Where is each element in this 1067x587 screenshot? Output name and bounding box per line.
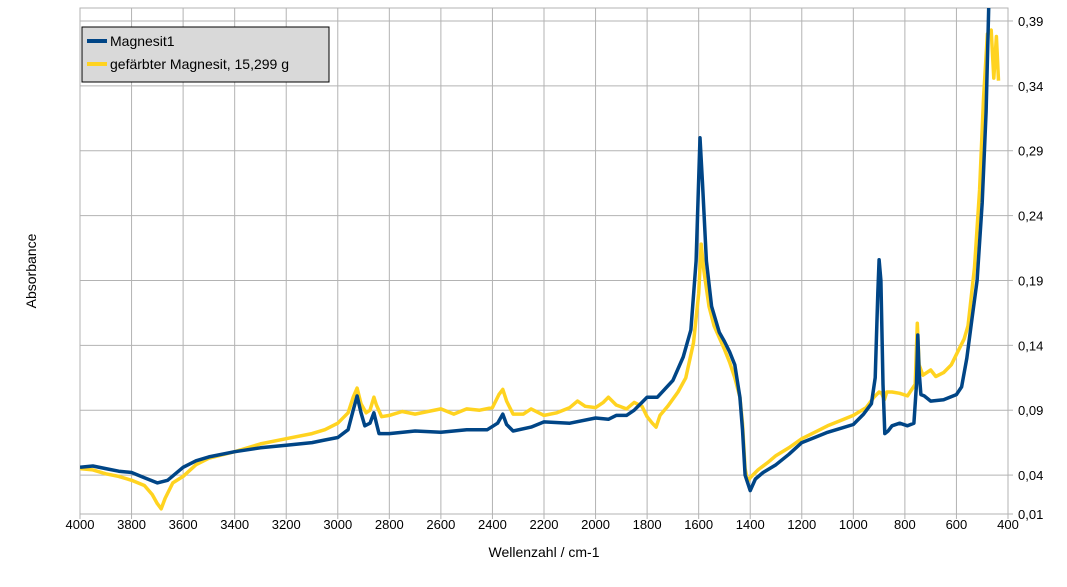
x-tick-label: 3800 <box>117 517 146 532</box>
x-tick-label: 1400 <box>736 517 765 532</box>
series-line-magnesit1 <box>80 8 991 493</box>
y-tick-label: 0,29 <box>1018 144 1043 159</box>
x-tick-label: 2200 <box>530 517 559 532</box>
chart-grid <box>79 8 1009 515</box>
x-axis-title: Wellenzahl / cm-1 <box>488 544 599 560</box>
y-tick-label: 0,01 <box>1018 507 1043 522</box>
x-tick-label: 2600 <box>426 517 455 532</box>
series-group <box>80 8 1001 511</box>
x-tick-label: 800 <box>894 517 916 532</box>
x-tick-label: 3400 <box>220 517 249 532</box>
y-tick-label: 0,24 <box>1018 209 1043 224</box>
x-tick-label: 1800 <box>633 517 662 532</box>
x-tick-label: 2400 <box>478 517 507 532</box>
x-tick-label: 1200 <box>787 517 816 532</box>
x-tick-label: 3200 <box>272 517 301 532</box>
x-axis-ticks: 4000 3800 3600 3400 3200 3000 2800 2600 2400 2200… <box>66 514 1019 532</box>
x-tick-label: 3000 <box>323 517 352 532</box>
legend: Magnesit1 gefärbter Magnesit, 15,299 g <box>81 26 330 83</box>
y-axis-title: Absorbance <box>23 233 39 308</box>
legend-box <box>81 26 330 83</box>
y-tick-label: 0,39 <box>1018 14 1043 29</box>
x-tick-label: 2000 <box>581 517 610 532</box>
x-tick-label: 600 <box>946 517 968 532</box>
y-tick-label: 0,09 <box>1018 403 1043 418</box>
legend-label-magnesit1: Magnesit1 <box>110 33 175 49</box>
y-tick-label: 0,19 <box>1018 273 1043 288</box>
x-tick-label: 2800 <box>375 517 404 532</box>
x-tick-label: 1000 <box>839 517 868 532</box>
y-tick-label: 0,14 <box>1018 338 1043 353</box>
x-tick-label: 4000 <box>66 517 95 532</box>
y-axis-ticks: 0,01 0,04 0,09 0,14 0,19 0,24 0,29 0,34 0,39 <box>1008 14 1043 522</box>
y-tick-label: 0,04 <box>1018 468 1043 483</box>
series-line-gefaerbter-magnesit <box>80 28 1001 511</box>
x-tick-label: 3600 <box>169 517 198 532</box>
x-tick-label: 1600 <box>684 517 713 532</box>
x-tick-label: 400 <box>997 517 1019 532</box>
y-tick-label: 0,34 <box>1018 79 1043 94</box>
legend-label-gefaerbter-magnesit: gefärbter Magnesit, 15,299 g <box>110 56 289 72</box>
